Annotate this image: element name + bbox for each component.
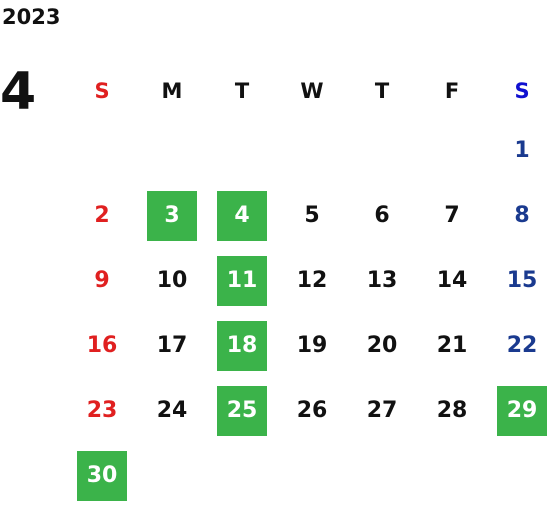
day-cell[interactable]: 12: [277, 248, 347, 313]
weekday-label: T: [374, 78, 390, 103]
day-number: 19: [296, 333, 328, 358]
day-cell-highlighted[interactable]: 4: [207, 183, 277, 248]
day-cell[interactable]: 22: [487, 313, 548, 378]
day-number: 8: [514, 203, 530, 228]
day-number: 5: [304, 203, 320, 228]
day-cell[interactable]: 6: [347, 183, 417, 248]
day-cell[interactable]: 20: [347, 313, 417, 378]
day-number: 9: [94, 268, 110, 293]
day-cell[interactable]: 14: [417, 248, 487, 313]
day-cell-highlighted[interactable]: 30: [67, 443, 137, 508]
day-number: 20: [366, 333, 398, 358]
weekday-header-mon: M: [137, 58, 207, 123]
day-cell[interactable]: 19: [277, 313, 347, 378]
day-number: 24: [156, 398, 188, 423]
day-number: 13: [366, 268, 398, 293]
day-number: 11: [217, 255, 267, 306]
weekday-header-wed: W: [277, 58, 347, 123]
day-cell-highlighted[interactable]: 18: [207, 313, 277, 378]
day-number: 27: [366, 398, 398, 423]
weekday-label: F: [444, 78, 460, 103]
day-number: 23: [86, 398, 118, 423]
day-cell[interactable]: 24: [137, 378, 207, 443]
day-number: 28: [436, 398, 468, 423]
day-number: 26: [296, 398, 328, 423]
day-number: 17: [156, 333, 188, 358]
weekday-header-thu: T: [347, 58, 417, 123]
day-number: 7: [444, 203, 460, 228]
day-cell[interactable]: 5: [277, 183, 347, 248]
day-cell[interactable]: 13: [347, 248, 417, 313]
day-number: 14: [436, 268, 468, 293]
day-number: 29: [497, 385, 547, 436]
day-number: 10: [156, 268, 188, 293]
day-number: 15: [506, 268, 538, 293]
month-number: 4: [0, 62, 37, 122]
day-cell[interactable]: 16: [67, 313, 137, 378]
weekday-header-tue: T: [207, 58, 277, 123]
day-number: 16: [86, 333, 118, 358]
day-cell[interactable]: 21: [417, 313, 487, 378]
day-number: 2: [94, 203, 110, 228]
weekday-label: W: [300, 78, 324, 103]
day-number: 3: [147, 190, 197, 241]
day-number: 12: [296, 268, 328, 293]
day-cell-highlighted[interactable]: 3: [137, 183, 207, 248]
day-cell-highlighted[interactable]: 29: [487, 378, 548, 443]
weekday-label: T: [234, 78, 250, 103]
day-cell[interactable]: 8: [487, 183, 548, 248]
day-cell[interactable]: 1: [487, 118, 548, 183]
day-cell-highlighted[interactable]: 11: [207, 248, 277, 313]
day-cell[interactable]: 7: [417, 183, 487, 248]
weekday-header-sat: S: [487, 58, 548, 123]
day-cell[interactable]: 10: [137, 248, 207, 313]
weekday-label: S: [514, 78, 530, 103]
day-number: 21: [436, 333, 468, 358]
day-number: 18: [217, 320, 267, 371]
weekday-label: S: [94, 78, 110, 103]
weekday-header-sun: S: [67, 58, 137, 123]
day-cell[interactable]: 15: [487, 248, 548, 313]
day-number: 1: [514, 138, 530, 163]
day-cell[interactable]: 28: [417, 378, 487, 443]
weekday-header-fri: F: [417, 58, 487, 123]
day-cell[interactable]: 26: [277, 378, 347, 443]
day-number: 25: [217, 385, 267, 436]
day-cell[interactable]: 9: [67, 248, 137, 313]
day-number: 30: [77, 450, 127, 501]
day-cell[interactable]: 17: [137, 313, 207, 378]
weekday-label: M: [161, 78, 183, 103]
day-number: 4: [217, 190, 267, 241]
day-cell-highlighted[interactable]: 25: [207, 378, 277, 443]
year-label: 2023: [2, 5, 61, 29]
day-number: 22: [506, 333, 538, 358]
day-cell[interactable]: 2: [67, 183, 137, 248]
calendar-grid: S M T W T F S 1 2 3 4 5 6 7 8 9 10 11 12…: [67, 58, 548, 503]
day-cell[interactable]: 27: [347, 378, 417, 443]
day-number: 6: [374, 203, 390, 228]
day-cell[interactable]: 23: [67, 378, 137, 443]
